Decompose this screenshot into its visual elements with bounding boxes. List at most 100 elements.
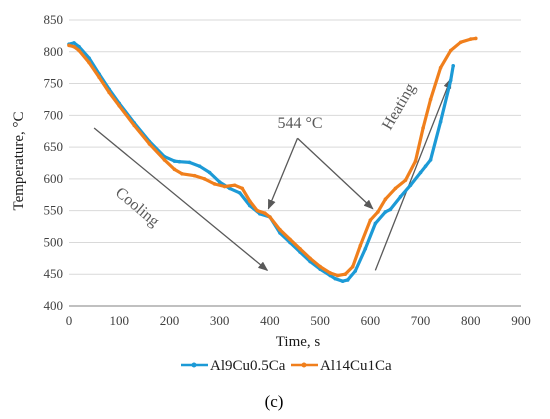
data-point xyxy=(202,177,207,181)
y-tick-label: 450 xyxy=(44,266,64,281)
data-point xyxy=(268,215,272,219)
data-point xyxy=(448,78,453,83)
data-point xyxy=(345,278,350,282)
data-point xyxy=(132,123,137,128)
data-point xyxy=(428,97,433,102)
series-group xyxy=(67,36,478,284)
y-tick-label: 400 xyxy=(44,298,64,313)
y-tick-label: 850 xyxy=(44,12,64,27)
gridlines xyxy=(69,19,521,275)
data-point xyxy=(237,191,242,195)
data-point xyxy=(255,208,260,213)
y-tick-label: 500 xyxy=(44,234,64,249)
annotation-arrow xyxy=(267,137,299,210)
data-point xyxy=(363,247,368,251)
data-point xyxy=(107,90,111,95)
data-point xyxy=(192,173,197,178)
data-point xyxy=(232,183,237,188)
y-tick-label: 550 xyxy=(44,203,64,218)
data-point xyxy=(451,63,456,68)
annotation-arrow xyxy=(93,127,269,272)
data-point xyxy=(393,186,398,191)
data-point xyxy=(67,43,71,48)
data-point xyxy=(72,44,76,49)
data-point xyxy=(421,126,425,130)
data-point xyxy=(340,279,345,284)
data-point xyxy=(438,65,443,70)
data-point xyxy=(288,237,292,242)
data-point xyxy=(423,164,428,168)
data-point xyxy=(358,243,363,248)
x-tick-label: 100 xyxy=(109,313,129,328)
data-point xyxy=(403,178,408,182)
data-point xyxy=(177,159,182,164)
data-point xyxy=(77,48,81,53)
data-point xyxy=(72,41,76,45)
x-tick-label: 700 xyxy=(411,313,431,328)
x-tick-label: 400 xyxy=(260,313,280,328)
y-axis-ticks: 400 450 500 550 600 650 700 750 800 850 xyxy=(44,12,64,313)
data-point xyxy=(207,170,212,175)
x-tick-label: 600 xyxy=(361,313,381,328)
data-point xyxy=(383,197,388,202)
data-point xyxy=(278,227,282,232)
x-tick-label: 900 xyxy=(511,313,531,328)
data-point xyxy=(343,272,348,277)
x-tick-label: 500 xyxy=(310,313,330,328)
x-axis-ticks: 0 100 200 300 400 500 600 700 800 900 xyxy=(66,313,531,328)
data-point xyxy=(438,119,443,124)
legend-label-al14cu1ca: Al14Cu1Ca xyxy=(320,358,392,374)
y-axis-title: Temperature, °C xyxy=(11,111,27,210)
data-point xyxy=(77,44,81,49)
legend: Al9Cu0.5Ca Al14Cu1Ca xyxy=(181,358,392,374)
y-tick-label: 600 xyxy=(44,171,64,186)
data-point xyxy=(222,184,227,189)
annotation-arrows xyxy=(93,78,452,272)
annotation-arrow xyxy=(297,137,374,210)
x-tick-label: 200 xyxy=(160,313,180,328)
data-point xyxy=(162,158,167,162)
legend-item-al9cu05ca: Al9Cu0.5Ca xyxy=(181,358,286,374)
data-point xyxy=(212,182,217,186)
data-point xyxy=(418,170,423,175)
legend-label-al9cu05ca: Al9Cu0.5Ca xyxy=(210,358,286,374)
data-point xyxy=(217,180,222,184)
x-tick-label: 800 xyxy=(461,313,481,328)
data-point xyxy=(117,104,122,108)
data-point xyxy=(308,256,312,261)
data-point xyxy=(368,218,373,222)
data-point xyxy=(373,221,378,226)
data-point xyxy=(408,183,413,188)
data-point xyxy=(197,164,202,168)
data-point xyxy=(328,271,332,275)
data-point xyxy=(383,210,388,214)
data-point xyxy=(335,273,340,278)
data-point xyxy=(350,264,355,269)
data-point xyxy=(468,37,473,41)
data-point xyxy=(458,40,463,45)
data-point xyxy=(187,160,192,165)
data-point xyxy=(376,210,380,214)
data-point xyxy=(172,167,177,172)
x-axis-title: Time, s xyxy=(276,334,321,350)
data-point xyxy=(172,159,177,163)
annotation-arrow xyxy=(374,78,452,271)
data-point xyxy=(428,158,433,162)
y-tick-label: 650 xyxy=(44,139,64,154)
annotation-544-c: 544 °C xyxy=(277,115,322,132)
data-point xyxy=(298,247,302,251)
data-point xyxy=(147,142,152,146)
data-point xyxy=(353,269,358,273)
data-point xyxy=(413,159,418,163)
legend-item-al14cu1ca: Al14Cu1Ca xyxy=(291,358,392,374)
data-point xyxy=(97,75,101,79)
data-point xyxy=(87,60,91,65)
y-tick-label: 750 xyxy=(44,76,64,91)
data-point xyxy=(398,194,403,199)
data-point xyxy=(180,172,184,176)
series-al14cu1ca xyxy=(67,36,478,278)
x-tick-label: 0 xyxy=(66,313,73,328)
data-point xyxy=(240,186,245,191)
